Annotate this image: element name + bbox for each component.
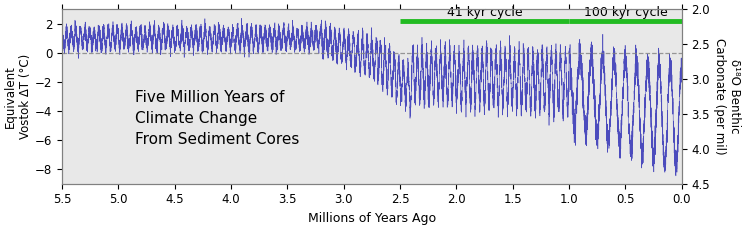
X-axis label: Millions of Years Ago: Millions of Years Ago [308, 212, 436, 225]
Y-axis label: δ¹⁸O Benthic
Carbonate (per mil): δ¹⁸O Benthic Carbonate (per mil) [713, 38, 741, 155]
Text: 100 kyr cycle: 100 kyr cycle [583, 6, 668, 19]
Text: 41 kyr cycle: 41 kyr cycle [447, 6, 522, 19]
Text: Five Million Years of
Climate Change
From Sediment Cores: Five Million Years of Climate Change Fro… [136, 90, 299, 147]
Y-axis label: Equivalent
Vostok ΔT (°C): Equivalent Vostok ΔT (°C) [4, 54, 32, 139]
